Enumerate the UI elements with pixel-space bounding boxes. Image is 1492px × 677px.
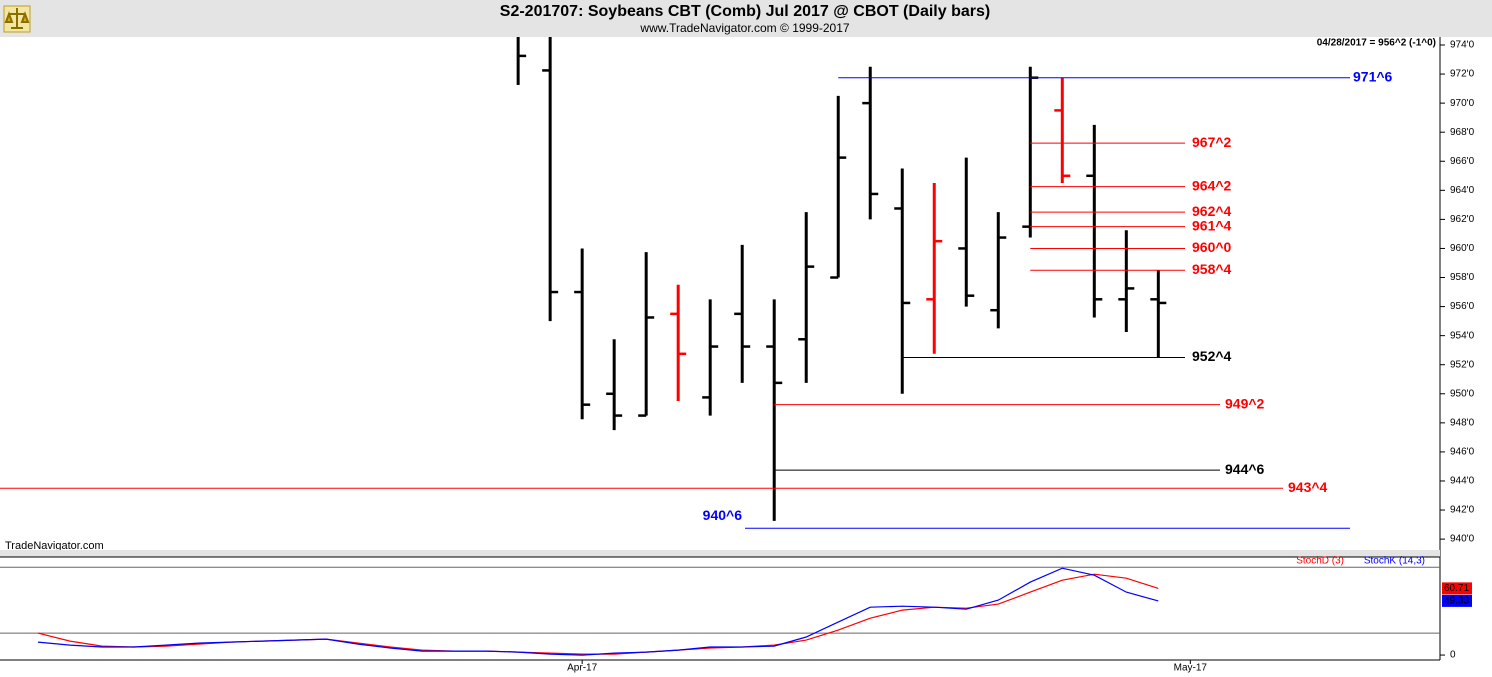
last-value-box: [1442, 582, 1472, 595]
last-value-label: 49.33: [1444, 596, 1469, 607]
level-label: 943^4: [1288, 479, 1328, 495]
level-label: 964^2: [1192, 177, 1232, 193]
legend-entry: StochK (14,3): [1364, 556, 1425, 567]
y-tick-label: 944'0: [1450, 476, 1475, 487]
y-tick-label: 954'0: [1450, 330, 1475, 341]
y-tick-label: 0: [1450, 650, 1456, 661]
y-tick-label: 958'0: [1450, 272, 1475, 283]
y-tick-label: 968'0: [1450, 127, 1475, 138]
level-label: 961^4: [1192, 217, 1232, 233]
level-label: 960^0: [1192, 239, 1232, 255]
watermark: TradeNavigator.com: [5, 540, 104, 552]
stoch-line: [37, 567, 1159, 656]
y-tick-label: 966'0: [1450, 156, 1475, 167]
y-tick-label: 956'0: [1450, 301, 1475, 312]
last-value-label: 60.71: [1444, 583, 1469, 594]
x-tick-label: May-17: [1174, 663, 1208, 674]
price-plot: [516, 37, 1167, 521]
last-value-box: [1442, 594, 1472, 607]
y-tick-label: 970'0: [1450, 98, 1475, 109]
chart-title: S2-201707: Soybeans CBT (Comb) Jul 2017 …: [500, 3, 990, 20]
last-price-note: 04/28/2017 = 956^2 (-1^0): [1317, 38, 1436, 49]
level-label: 944^6: [1225, 461, 1265, 477]
y-tick-label: 960'0: [1450, 243, 1475, 254]
x-tick-label: Apr-17: [567, 663, 597, 674]
y-tick-label: 952'0: [1450, 359, 1475, 370]
level-label: 940^6: [703, 507, 743, 523]
level-label: 952^4: [1192, 348, 1232, 364]
y-tick-label: 942'0: [1450, 505, 1475, 516]
y-tick-label: 962'0: [1450, 214, 1475, 225]
stoch-line: [37, 573, 1159, 655]
level-label: 967^2: [1192, 134, 1232, 150]
y-tick-label: 946'0: [1450, 447, 1475, 458]
level-label: 962^4: [1192, 203, 1232, 219]
logo: [3, 5, 31, 33]
chart-subtitle: www.TradeNavigator.com © 1999-2017: [639, 21, 849, 35]
level-label: 949^2: [1225, 395, 1265, 411]
level-label: 971^6: [1353, 68, 1393, 84]
y-tick-label: 964'0: [1450, 185, 1475, 196]
y-tick-label: 974'0: [1450, 40, 1475, 51]
legend-entry: StochD (3): [1296, 556, 1344, 567]
y-tick-label: 940'0: [1450, 534, 1475, 545]
y-tick-label: 950'0: [1450, 388, 1475, 399]
panel-separator: [0, 550, 1440, 557]
header-band: [0, 0, 1492, 37]
level-label: 958^4: [1192, 261, 1232, 277]
y-tick-label: 948'0: [1450, 417, 1475, 428]
y-tick-label: 972'0: [1450, 69, 1475, 80]
